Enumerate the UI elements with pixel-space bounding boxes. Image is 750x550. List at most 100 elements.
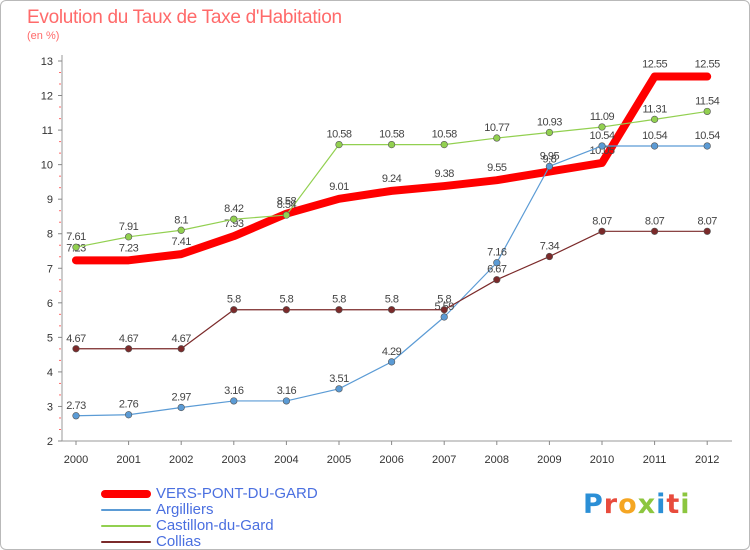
data-point (282, 397, 291, 405)
data-point (177, 226, 185, 234)
data-label: 7.41 (171, 236, 191, 248)
data-point (124, 345, 133, 353)
x-tick-label: 2000 (64, 454, 88, 466)
x-tick-label: 2006 (379, 454, 403, 466)
data-point (650, 227, 659, 235)
data-point (282, 306, 291, 314)
data-point (124, 233, 133, 241)
data-point (72, 345, 80, 353)
legend-label: Argilliers (156, 501, 214, 518)
data-label: 2.73 (66, 400, 86, 412)
data-label: 4.67 (171, 333, 191, 345)
proxiti-logo: Proxiti (583, 489, 691, 520)
y-tick-label: 4 (47, 367, 53, 379)
chart-title: Evolution du Taux de Taxe d'Habitation (27, 7, 342, 28)
series-line-3 (75, 230, 708, 350)
data-label: 9.01 (329, 181, 349, 193)
data-point (545, 252, 554, 261)
logo-letter: o (618, 489, 638, 520)
data-point (545, 128, 554, 137)
data-point (388, 141, 396, 149)
data-label: 3.16 (277, 385, 297, 397)
y-tick-label: 11 (42, 125, 53, 137)
y-tick-label: 2 (47, 436, 53, 448)
y-tick-label: 7 (47, 263, 53, 275)
data-label: 12.55 (695, 59, 720, 71)
data-point (335, 306, 343, 314)
y-tick-label: 10 (41, 160, 53, 172)
x-tick-label: 2012 (695, 454, 719, 466)
y-tick-label: 6 (47, 298, 53, 310)
data-point (440, 306, 448, 314)
data-label: 10.58 (379, 129, 404, 141)
x-tick-label: 2001 (116, 454, 140, 466)
x-tick-label: 2011 (643, 454, 667, 466)
logo-letter: x (637, 489, 657, 520)
data-label: 8.54 (277, 199, 297, 211)
data-label: 4.67 (119, 333, 139, 345)
data-label: 10.54 (589, 130, 614, 142)
x-tick-label: 2010 (590, 454, 614, 466)
y-tick-label: 3 (47, 401, 53, 413)
legend-label: Collias (156, 533, 202, 550)
legend-swatch (101, 525, 151, 527)
data-point (440, 141, 448, 149)
data-label: 10.58 (432, 129, 457, 141)
data-point (440, 313, 448, 321)
data-point (230, 215, 238, 223)
data-point (177, 403, 185, 412)
data-label: 9.95 (540, 150, 560, 162)
data-point (703, 107, 711, 116)
data-label: 10.54 (695, 130, 720, 142)
data-point (650, 142, 659, 150)
y-tick-label: 8 (47, 229, 53, 241)
legend-swatch (101, 490, 151, 498)
x-tick-label: 2002 (169, 454, 193, 466)
x-tick-label: 2003 (222, 454, 246, 466)
data-label: 2.97 (171, 391, 191, 403)
data-label: 8.07 (697, 215, 717, 227)
data-point (72, 412, 80, 420)
data-label: 10.58 (326, 129, 351, 141)
data-point (282, 211, 291, 219)
y-tick-label: 12 (41, 91, 53, 103)
data-label: 8.42 (224, 203, 244, 215)
data-point (493, 276, 501, 284)
logo-letter: i (680, 489, 691, 520)
data-label: 2.76 (119, 399, 139, 411)
data-label: 8.58 (277, 196, 297, 208)
x-tick-label: 2009 (537, 454, 561, 466)
data-point (388, 306, 396, 314)
data-label: 9.24 (382, 173, 402, 185)
x-tick-label: 2005 (327, 454, 351, 466)
data-point (230, 397, 238, 405)
chart-subtitle: (en %) (27, 30, 60, 42)
logo-letter: i (656, 489, 667, 520)
data-label: 4.29 (382, 346, 402, 358)
data-point (650, 115, 659, 123)
data-point (177, 345, 185, 353)
data-point (72, 243, 80, 251)
y-tick-label: 9 (47, 194, 53, 206)
y-tick-label: 13 (41, 56, 53, 68)
data-label: 9.38 (434, 168, 454, 180)
data-label: 5.8 (385, 294, 399, 306)
data-point (388, 358, 396, 366)
y-tick-label: 5 (47, 332, 53, 344)
data-label: 11.54 (695, 95, 720, 107)
data-label: 3.16 (224, 385, 244, 397)
legend-swatch (101, 509, 151, 511)
data-label: 5.8 (332, 294, 346, 306)
logo-letter: P (583, 489, 604, 520)
data-label: 11.31 (642, 103, 667, 115)
data-point (335, 385, 343, 393)
data-label: 7.61 (66, 231, 86, 243)
legend-swatch (101, 541, 151, 543)
logo-letter: r (603, 489, 619, 520)
data-label: 5.8 (437, 294, 451, 306)
data-point (230, 306, 238, 314)
data-label: 4.67 (66, 333, 86, 345)
data-point (493, 259, 501, 267)
